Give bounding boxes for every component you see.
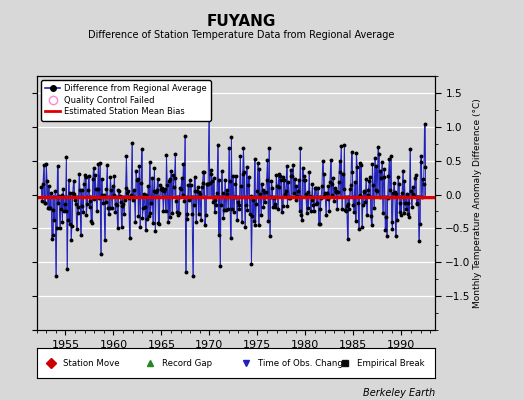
Legend: Difference from Regional Average, Quality Control Failed, Estimated Station Mean: Difference from Regional Average, Qualit… xyxy=(41,80,211,120)
Text: FUYANG: FUYANG xyxy=(206,14,276,29)
Text: Empirical Break: Empirical Break xyxy=(357,358,425,368)
Text: Difference of Station Temperature Data from Regional Average: Difference of Station Temperature Data f… xyxy=(88,30,394,40)
Text: Time of Obs. Change: Time of Obs. Change xyxy=(258,358,348,368)
Y-axis label: Monthly Temperature Anomaly Difference (°C): Monthly Temperature Anomaly Difference (… xyxy=(474,98,483,308)
Text: Station Move: Station Move xyxy=(62,358,119,368)
Text: Record Gap: Record Gap xyxy=(162,358,212,368)
Text: Berkeley Earth: Berkeley Earth xyxy=(363,388,435,398)
